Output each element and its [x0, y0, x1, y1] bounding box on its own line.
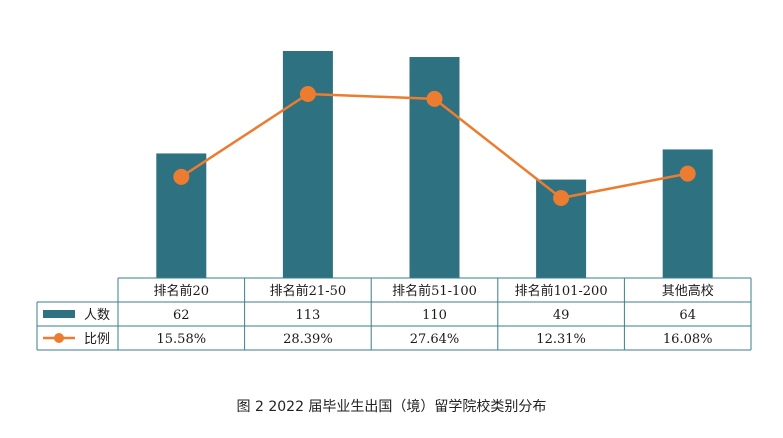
legend-line-marker [54, 333, 64, 343]
line-point-0 [173, 168, 190, 185]
ratio-label-2: 27.64% [410, 332, 460, 347]
legend-bar-key [43, 310, 75, 318]
ratio-label-4: 16.08% [663, 332, 713, 347]
category-label-2: 排名前51-100 [392, 283, 477, 299]
legend-line-label: 比例 [84, 332, 110, 347]
category-label-1: 排名前21-50 [270, 283, 346, 299]
ratio-label-0: 15.58% [157, 332, 207, 347]
category-label-4: 其他高校 [662, 283, 714, 299]
figure-caption: 图 2 2022 届毕业生出国（境）留学院校类别分布 [236, 399, 547, 415]
category-label-0: 排名前20 [154, 283, 210, 299]
count-label-2: 110 [422, 308, 447, 323]
count-label-0: 62 [173, 308, 190, 323]
category-label-3: 排名前101-200 [515, 283, 608, 299]
line-point-3 [553, 190, 570, 206]
bar-2 [409, 57, 460, 278]
count-label-3: 49 [553, 308, 570, 323]
legend-bar-label: 人数 [84, 308, 110, 323]
ratio-label-3: 12.31% [536, 332, 586, 347]
count-label-1: 113 [295, 308, 320, 323]
ratio-label-1: 28.39% [283, 332, 333, 347]
line-point-2 [426, 90, 443, 107]
bar-1 [282, 51, 333, 278]
line-point-4 [679, 165, 696, 182]
line-point-1 [299, 86, 316, 102]
count-label-4: 64 [679, 308, 696, 323]
